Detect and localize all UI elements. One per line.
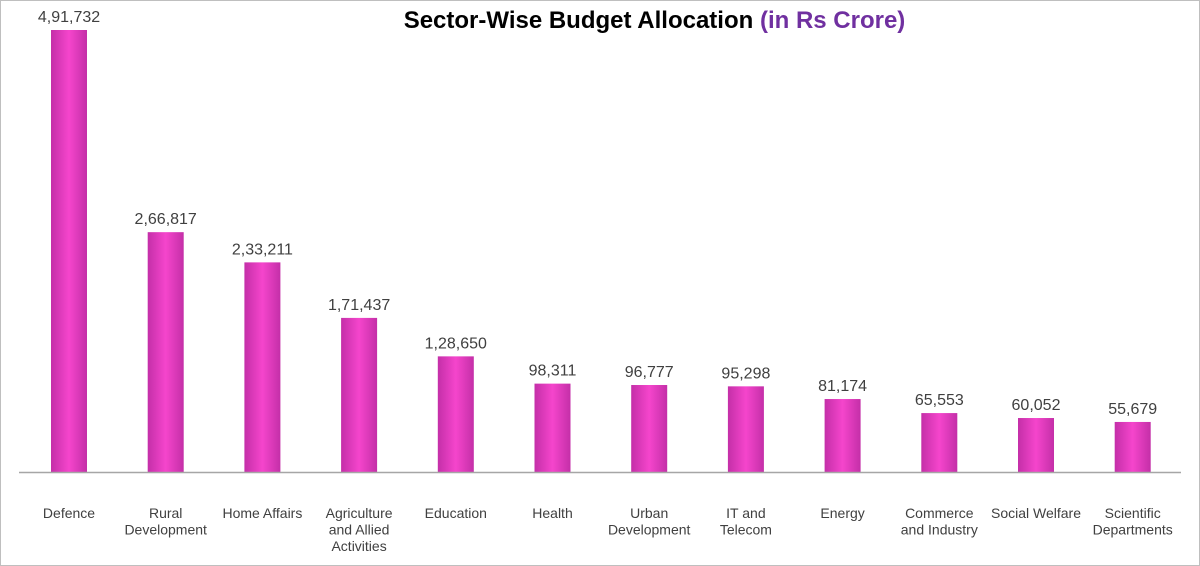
bar xyxy=(147,232,184,472)
category-label: Energy xyxy=(820,505,864,521)
chart-title-unit: (in Rs Crore) xyxy=(759,7,906,34)
bars-layer xyxy=(51,30,1151,472)
bar xyxy=(727,386,764,472)
category-label: Defence xyxy=(43,505,95,521)
data-label: 2,33,211 xyxy=(232,241,293,258)
labels-layer: 4,91,732 Defence 2,66,817 Rural Development 2… xyxy=(38,9,1173,554)
bar xyxy=(437,356,474,472)
bar xyxy=(1114,421,1151,472)
bar xyxy=(51,30,87,472)
data-label: 65,553 xyxy=(915,392,964,409)
category-label: Agriculture and Allied Activities xyxy=(326,505,393,554)
category-label: Health xyxy=(532,505,572,521)
data-label: 98,311 xyxy=(529,363,577,380)
bar xyxy=(631,385,668,472)
category-label: Scientific Departments xyxy=(1093,505,1173,538)
chart-title: Sector-Wise Budget Allocation (in Rs Cro… xyxy=(1,7,1199,35)
category-label: IT and Telecom xyxy=(720,505,772,538)
bar xyxy=(1018,418,1054,472)
bar xyxy=(341,317,378,472)
category-label: Urban Development xyxy=(608,505,691,538)
bar xyxy=(534,383,571,472)
data-label: 1,28,650 xyxy=(425,335,487,352)
data-label: 96,777 xyxy=(625,364,674,381)
bar xyxy=(824,399,861,472)
category-label: Rural Development xyxy=(124,505,207,538)
data-label: 2,66,817 xyxy=(135,211,197,228)
category-label: Home Affairs xyxy=(222,505,302,521)
bar xyxy=(921,413,958,472)
data-label: 4,91,732 xyxy=(38,9,100,26)
chart-title-main: Sector-Wise Budget Allocation xyxy=(403,7,754,34)
data-label: 60,052 xyxy=(1012,397,1061,414)
data-label: 95,298 xyxy=(721,365,770,382)
category-label: Education xyxy=(425,505,487,521)
data-label: 55,679 xyxy=(1108,401,1157,418)
data-label: 81,174 xyxy=(818,378,867,395)
data-label: 1,71,437 xyxy=(328,297,390,314)
bar xyxy=(244,262,281,472)
category-label: Social Welfare xyxy=(991,505,1081,521)
category-label: Commerce and Industry xyxy=(901,505,978,538)
